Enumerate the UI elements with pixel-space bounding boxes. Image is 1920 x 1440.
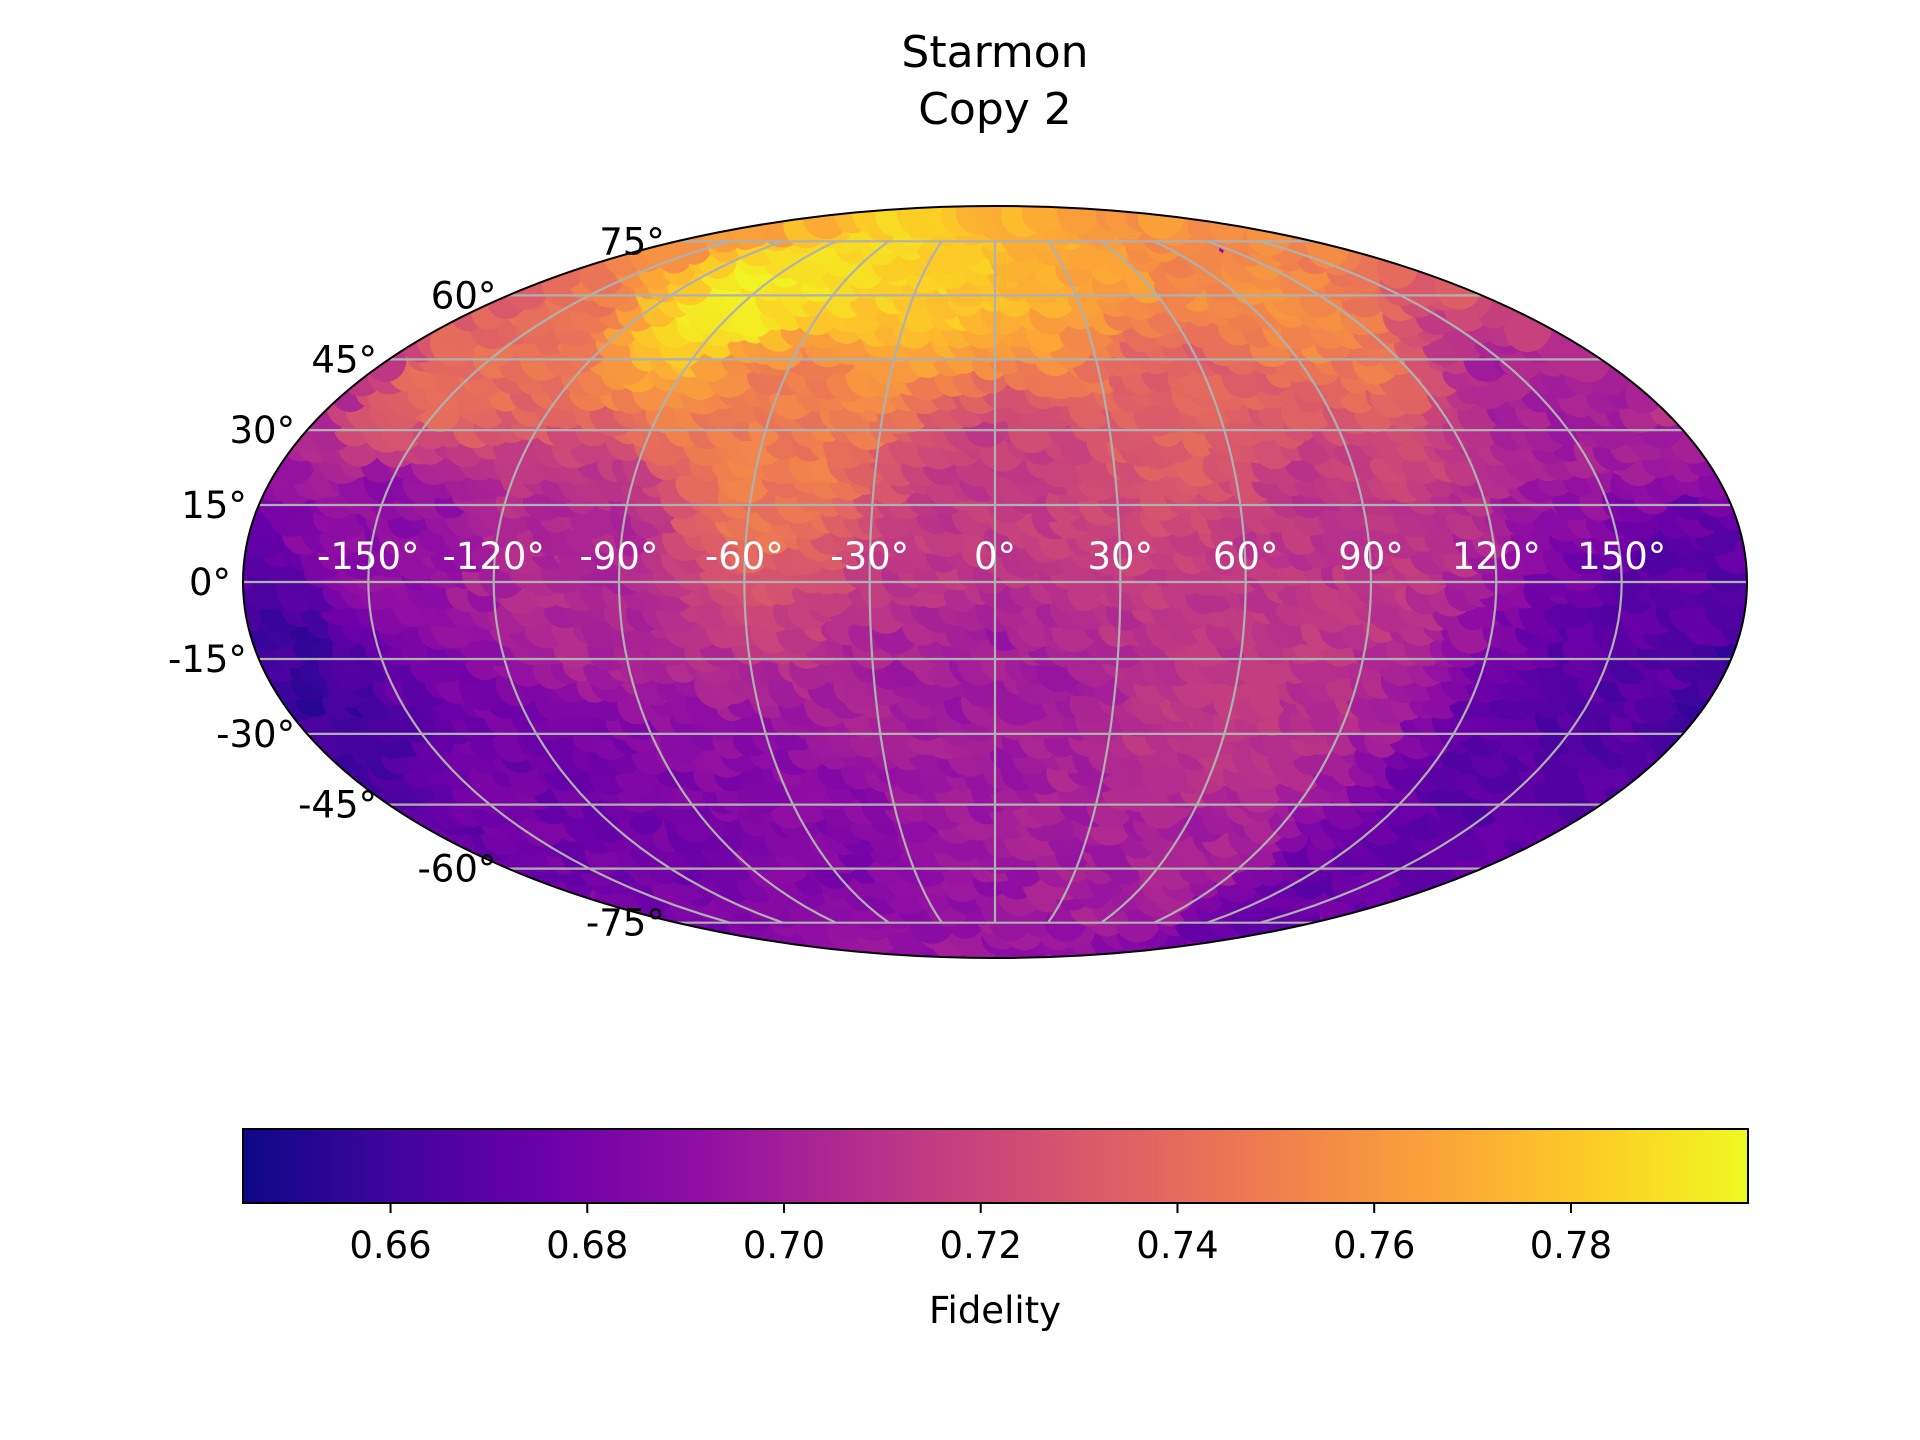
- longitude-tick-label: -60°: [705, 535, 784, 578]
- latitude-tick-label: 75°: [599, 220, 665, 263]
- colorbar-tick-label: 0.72: [940, 1224, 1022, 1267]
- latitude-tick-label: -60°: [417, 848, 496, 891]
- mollweide-map: -150° -120° -90° -60° -30° 0° 30° 60° 90° 120° 150…: [168, 205, 1748, 959]
- longitude-tick-label: -120°: [442, 535, 544, 578]
- longitude-tick-label: 60°: [1213, 535, 1279, 578]
- chart-title-line-2: Copy 2: [918, 84, 1072, 135]
- colorbar-tick-label: 0.68: [546, 1224, 628, 1267]
- latitude-tick-label: -15°: [168, 638, 247, 681]
- longitude-tick-label: -30°: [830, 535, 909, 578]
- longitude-tick-label: 90°: [1338, 535, 1404, 578]
- heat-cell: [675, 227, 713, 265]
- heat-cell: [1057, 206, 1100, 235]
- colorbar-tick-label: 0.74: [1136, 1224, 1218, 1267]
- colorbar-gradient: [242, 1128, 1749, 1204]
- chart-title-line-1: Starmon: [901, 27, 1088, 78]
- longitude-tick-labels: -150° -120° -90° -60° -30° 0° 30° 60° 90° 120° 150…: [317, 535, 1666, 578]
- longitude-tick-label: 0°: [974, 535, 1016, 578]
- heat-cell: [1209, 206, 1247, 245]
- latitude-tick-label: -45°: [298, 784, 377, 827]
- colorbar-label: Fidelity: [929, 1289, 1061, 1332]
- latitude-tick-label: -75°: [586, 902, 665, 945]
- longitude-tick-label: -150°: [317, 535, 419, 578]
- latitude-tick-label: -30°: [216, 713, 295, 756]
- colorbar-ticks: 0.66 0.68 0.70 0.72 0.74 0.76 0.78: [349, 1203, 1612, 1267]
- latitude-tick-label: 0°: [189, 561, 231, 604]
- colorbar-tick-label: 0.78: [1530, 1224, 1612, 1267]
- colorbar-tick-label: 0.76: [1333, 1224, 1415, 1267]
- longitude-tick-label: 30°: [1088, 535, 1154, 578]
- latitude-tick-label: 30°: [230, 409, 296, 452]
- colorbar-tick-label: 0.66: [349, 1224, 431, 1267]
- longitude-tick-label: 150°: [1577, 535, 1666, 578]
- longitude-tick-label: 120°: [1452, 535, 1541, 578]
- latitude-tick-label: 60°: [431, 274, 497, 317]
- heat-cell: [547, 252, 584, 290]
- heat-cell: [1306, 225, 1350, 269]
- latitude-tick-label: 15°: [181, 484, 247, 527]
- colorbar: 0.66 0.68 0.70 0.72 0.74 0.76 0.78 Fidelity: [242, 1128, 1749, 1332]
- latitude-tick-label: 45°: [311, 338, 377, 381]
- colorbar-tick-label: 0.70: [743, 1224, 825, 1267]
- longitude-tick-label: -90°: [580, 535, 659, 578]
